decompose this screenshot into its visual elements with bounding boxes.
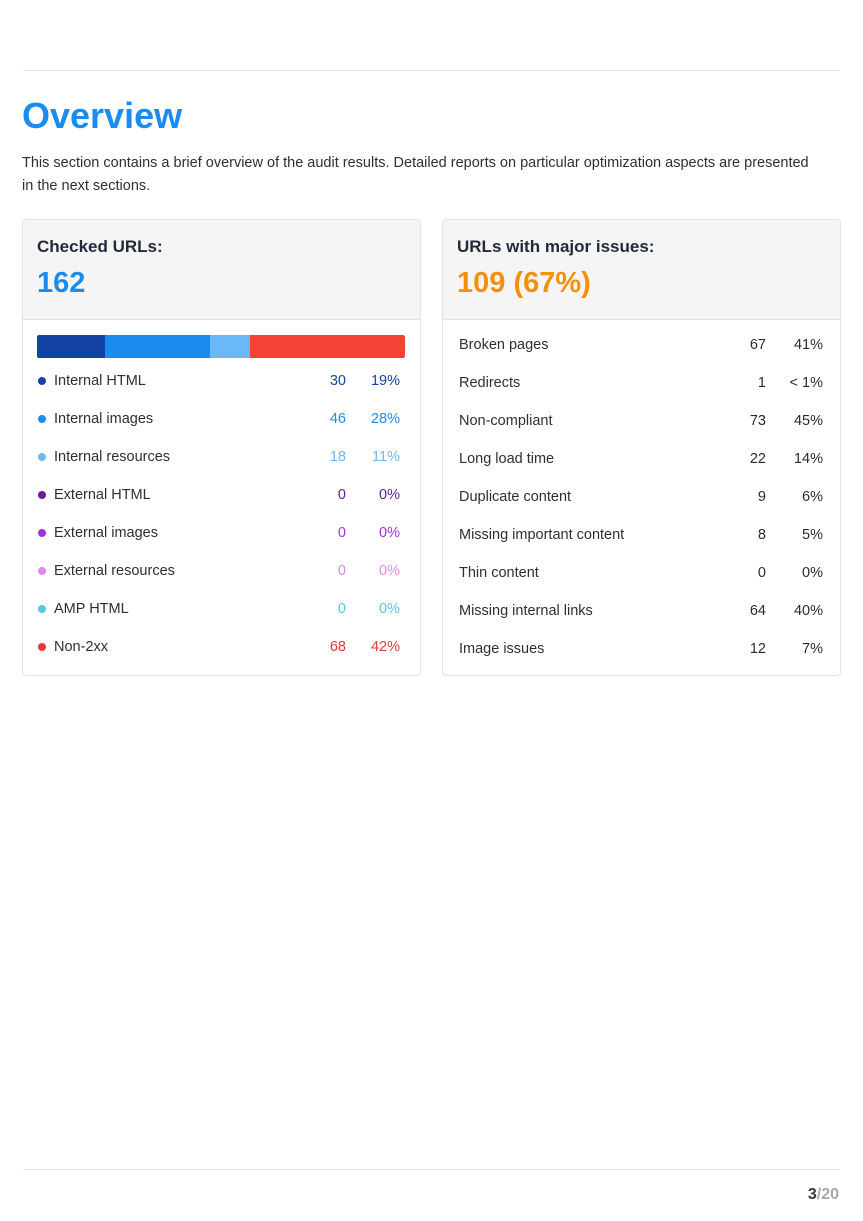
row-count: 9 [757, 489, 766, 505]
row-label: Redirects [459, 375, 521, 391]
row-count: 18 [329, 449, 346, 465]
page-title: Overview [22, 95, 183, 136]
row-percent: 19% [370, 373, 400, 389]
row-count: 22 [749, 451, 766, 467]
row-count: 12 [749, 641, 766, 657]
row-percent: 5% [802, 527, 823, 543]
row-count: 46 [329, 411, 346, 427]
row-count: 0 [757, 565, 766, 581]
checked-url-row: Internal resources 18 11% [23, 438, 420, 476]
row-percent: 40% [793, 603, 823, 619]
row-count: 67 [749, 337, 766, 353]
row-count: 73 [749, 413, 766, 429]
checked-urls-header: Checked URLs: 162 [23, 220, 420, 320]
row-percent: 0% [379, 601, 400, 617]
row-count: 8 [757, 527, 766, 543]
major-issues-value: 109 (67%) [457, 267, 591, 299]
top-divider [23, 70, 840, 71]
page-number: 3/20 [808, 1186, 839, 1204]
row-label: External images [54, 525, 158, 541]
row-label: Non-2xx [54, 639, 108, 655]
major-issues-list: Broken pages 67 41% Redirects 1 < 1% Non-compl… [443, 326, 840, 668]
row-percent: 41% [793, 337, 823, 353]
row-label: Long load time [459, 451, 555, 467]
row-label: External HTML [54, 487, 151, 503]
row-percent: 0% [802, 565, 823, 581]
row-percent: 45% [793, 413, 823, 429]
legend-dot-icon [38, 491, 46, 499]
issue-row: Missing internal links 64 40% [443, 592, 840, 630]
row-label: External resources [54, 563, 175, 579]
legend-dot-icon [38, 529, 46, 537]
row-count: 68 [329, 639, 346, 655]
page-number-total: /20 [816, 1186, 839, 1203]
url-distribution-bar [37, 335, 405, 358]
row-count: 64 [749, 603, 766, 619]
row-percent: 0% [379, 525, 400, 541]
url-bar-segment [209, 335, 251, 358]
bottom-divider [23, 1169, 840, 1170]
url-bar-segment [250, 335, 405, 358]
row-label: Missing important content [459, 527, 625, 543]
legend-dot-icon [38, 453, 46, 461]
legend-dot-icon [38, 643, 46, 651]
checked-urls-value: 162 [37, 267, 86, 299]
checked-url-row: AMP HTML 0 0% [23, 590, 420, 628]
row-label: Duplicate content [459, 489, 572, 505]
legend-dot-icon [38, 415, 46, 423]
checked-url-row: External resources 0 0% [23, 552, 420, 590]
row-label: Image issues [459, 641, 545, 657]
row-percent: 0% [379, 563, 400, 579]
row-count: 30 [329, 373, 346, 389]
checked-urls-card: Checked URLs: 162 Internal HTML 30 19% Inte… [22, 219, 421, 676]
checked-urls-label: Checked URLs: [37, 237, 163, 256]
issue-row: Redirects 1 < 1% [443, 364, 840, 402]
row-count: 0 [337, 525, 346, 541]
major-issues-label: URLs with major issues: [457, 237, 655, 256]
legend-dot-icon [38, 605, 46, 613]
row-label: Missing internal links [459, 603, 593, 619]
row-percent: 42% [370, 639, 400, 655]
major-issues-header: URLs with major issues: 109 (67%) [443, 220, 840, 320]
issue-row: Long load time 22 14% [443, 440, 840, 478]
row-label: Internal images [54, 411, 154, 427]
row-label: Internal resources [54, 449, 171, 465]
issue-row: Duplicate content 9 6% [443, 478, 840, 516]
row-count: 0 [337, 487, 346, 503]
section-intro: This section contains a brief overview o… [22, 155, 809, 194]
row-percent: 28% [370, 411, 400, 427]
major-issues-card: URLs with major issues: 109 (67%) Broken… [442, 219, 841, 676]
checked-url-row: External HTML 0 0% [23, 476, 420, 514]
url-bar-segment [37, 335, 106, 358]
row-label: Broken pages [459, 337, 549, 353]
issue-row: Broken pages 67 41% [443, 326, 840, 364]
page-number-current: 3 [807, 1186, 817, 1203]
row-label: Internal HTML [54, 373, 146, 389]
row-count: 0 [337, 601, 346, 617]
row-percent: 6% [802, 489, 823, 505]
row-percent: 0% [379, 487, 400, 503]
issue-row: Missing important content 8 5% [443, 516, 840, 554]
legend-dot-icon [38, 567, 46, 575]
checked-url-row: Non-2xx 68 42% [23, 628, 420, 666]
checked-url-row: External images 0 0% [23, 514, 420, 552]
checked-url-row: Internal HTML 30 19% [23, 362, 420, 400]
url-bar-segment [105, 335, 210, 358]
checked-url-row: Internal images 46 28% [23, 400, 420, 438]
row-percent: 7% [802, 641, 823, 657]
row-percent: 11% [372, 449, 400, 465]
row-count: 0 [337, 563, 346, 579]
checked-urls-list: Internal HTML 30 19% Internal images 46 28% In… [23, 362, 420, 666]
issue-row: Thin content 0 0% [443, 554, 840, 592]
row-label: AMP HTML [54, 601, 129, 617]
row-percent: < 1% [789, 375, 823, 391]
row-label: Thin content [459, 565, 539, 581]
issue-row: Non-compliant 73 45% [443, 402, 840, 440]
row-percent: 14% [793, 451, 823, 467]
row-label: Non-compliant [459, 413, 553, 429]
issue-row: Image issues 12 7% [443, 630, 840, 668]
row-count: 1 [757, 375, 766, 391]
legend-dot-icon [38, 377, 46, 385]
